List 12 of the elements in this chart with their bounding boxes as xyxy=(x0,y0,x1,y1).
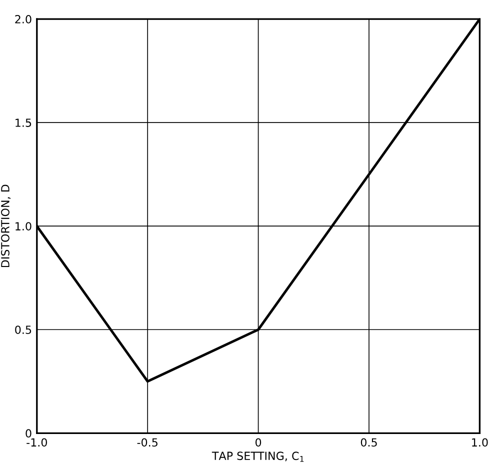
x-tick-label: 0.5 xyxy=(360,438,377,447)
x-tick-label: 0 xyxy=(256,438,262,447)
y-tick-label: 0 xyxy=(26,429,32,438)
x-axis-title: TAP SETTING, C$_{1}$ xyxy=(212,452,304,462)
x-tick-label: -1.0 xyxy=(26,438,48,447)
y-tick-label: 2.0 xyxy=(15,15,32,24)
y-tick-label: 0.5 xyxy=(15,326,32,334)
y-tick-label: 1.5 xyxy=(16,118,32,127)
y-axis-title: DISTORTION, D xyxy=(1,184,11,268)
x-tick-label: -0.5 xyxy=(137,438,158,447)
y-tick-label: 1.0 xyxy=(16,222,32,230)
x-tick-label: 1.0 xyxy=(472,438,488,447)
